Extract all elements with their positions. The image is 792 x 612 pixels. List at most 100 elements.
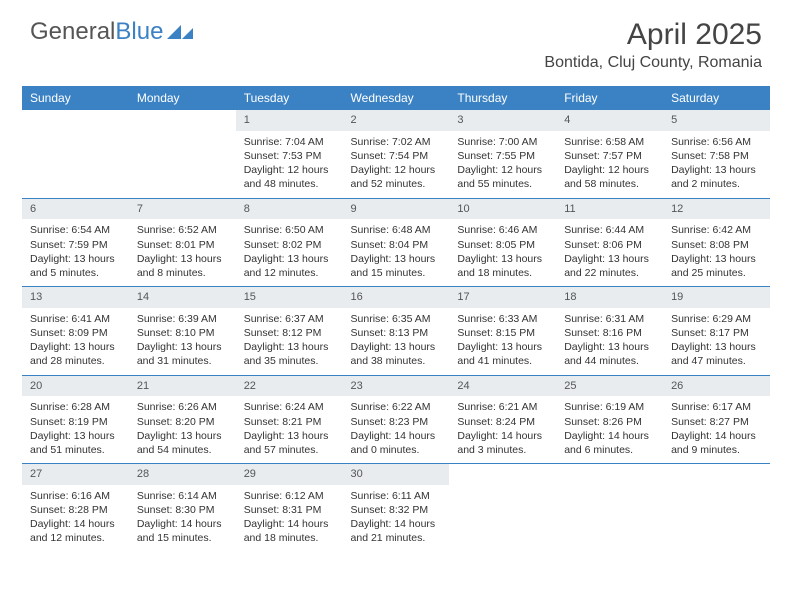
calendar-day-cell: 8Sunrise: 6:50 AMSunset: 8:02 PMDaylight… xyxy=(236,198,343,287)
sunset-line: Sunset: 8:04 PM xyxy=(351,238,442,252)
calendar-day-cell: 4Sunrise: 6:58 AMSunset: 7:57 PMDaylight… xyxy=(556,110,663,198)
day-content: Sunrise: 6:44 AMSunset: 8:06 PMDaylight:… xyxy=(556,219,663,286)
sunset-line: Sunset: 7:54 PM xyxy=(351,149,442,163)
day-content: Sunrise: 6:29 AMSunset: 8:17 PMDaylight:… xyxy=(663,308,770,375)
sunset-line: Sunset: 8:15 PM xyxy=(457,326,548,340)
day-number: 21 xyxy=(129,376,236,397)
day-number: 24 xyxy=(449,376,556,397)
calendar-day-cell: 2Sunrise: 7:02 AMSunset: 7:54 PMDaylight… xyxy=(343,110,450,198)
sunrise-line: Sunrise: 6:28 AM xyxy=(30,400,121,414)
sunrise-line: Sunrise: 6:16 AM xyxy=(30,489,121,503)
sunrise-line: Sunrise: 6:33 AM xyxy=(457,312,548,326)
day-content: Sunrise: 6:26 AMSunset: 8:20 PMDaylight:… xyxy=(129,396,236,463)
calendar-day-cell: 26Sunrise: 6:17 AMSunset: 8:27 PMDayligh… xyxy=(663,375,770,464)
calendar-day-cell xyxy=(556,464,663,552)
daylight-line: Daylight: 13 hours and 38 minutes. xyxy=(351,340,442,368)
sunset-line: Sunset: 8:13 PM xyxy=(351,326,442,340)
calendar-week-row: 13Sunrise: 6:41 AMSunset: 8:09 PMDayligh… xyxy=(22,287,770,376)
calendar-day-cell: 1Sunrise: 7:04 AMSunset: 7:53 PMDaylight… xyxy=(236,110,343,198)
calendar-week-row: 27Sunrise: 6:16 AMSunset: 8:28 PMDayligh… xyxy=(22,464,770,552)
sunset-line: Sunset: 8:20 PM xyxy=(137,415,228,429)
calendar-day-cell: 12Sunrise: 6:42 AMSunset: 8:08 PMDayligh… xyxy=(663,198,770,287)
day-content: Sunrise: 6:33 AMSunset: 8:15 PMDaylight:… xyxy=(449,308,556,375)
sunrise-line: Sunrise: 6:11 AM xyxy=(351,489,442,503)
sunrise-line: Sunrise: 6:22 AM xyxy=(351,400,442,414)
calendar-header-row: SundayMondayTuesdayWednesdayThursdayFrid… xyxy=(22,86,770,110)
weekday-header: Saturday xyxy=(663,86,770,110)
weekday-header: Friday xyxy=(556,86,663,110)
daylight-line: Daylight: 12 hours and 48 minutes. xyxy=(244,163,335,191)
calendar-table: SundayMondayTuesdayWednesdayThursdayFrid… xyxy=(22,86,770,552)
calendar-day-cell: 3Sunrise: 7:00 AMSunset: 7:55 PMDaylight… xyxy=(449,110,556,198)
calendar-day-cell: 15Sunrise: 6:37 AMSunset: 8:12 PMDayligh… xyxy=(236,287,343,376)
sunset-line: Sunset: 8:05 PM xyxy=(457,238,548,252)
day-number: 10 xyxy=(449,199,556,220)
day-content: Sunrise: 6:16 AMSunset: 8:28 PMDaylight:… xyxy=(22,485,129,552)
day-content: Sunrise: 6:22 AMSunset: 8:23 PMDaylight:… xyxy=(343,396,450,463)
day-content: Sunrise: 6:21 AMSunset: 8:24 PMDaylight:… xyxy=(449,396,556,463)
calendar-day-cell xyxy=(22,110,129,198)
calendar-day-cell: 20Sunrise: 6:28 AMSunset: 8:19 PMDayligh… xyxy=(22,375,129,464)
sunset-line: Sunset: 7:53 PM xyxy=(244,149,335,163)
daylight-line: Daylight: 14 hours and 0 minutes. xyxy=(351,429,442,457)
sunrise-line: Sunrise: 6:14 AM xyxy=(137,489,228,503)
day-content: Sunrise: 6:46 AMSunset: 8:05 PMDaylight:… xyxy=(449,219,556,286)
sunset-line: Sunset: 8:23 PM xyxy=(351,415,442,429)
logo: GeneralBlue xyxy=(30,18,193,46)
daylight-line: Daylight: 13 hours and 5 minutes. xyxy=(30,252,121,280)
sunset-line: Sunset: 8:17 PM xyxy=(671,326,762,340)
logo-text-blue: Blue xyxy=(115,18,163,46)
sunrise-line: Sunrise: 6:37 AM xyxy=(244,312,335,326)
calendar-day-cell: 11Sunrise: 6:44 AMSunset: 8:06 PMDayligh… xyxy=(556,198,663,287)
calendar-day-cell: 23Sunrise: 6:22 AMSunset: 8:23 PMDayligh… xyxy=(343,375,450,464)
sunset-line: Sunset: 8:26 PM xyxy=(564,415,655,429)
daylight-line: Daylight: 13 hours and 31 minutes. xyxy=(137,340,228,368)
day-number: 25 xyxy=(556,376,663,397)
day-number: 23 xyxy=(343,376,450,397)
daylight-line: Daylight: 14 hours and 6 minutes. xyxy=(564,429,655,457)
calendar-day-cell: 6Sunrise: 6:54 AMSunset: 7:59 PMDaylight… xyxy=(22,198,129,287)
day-content: Sunrise: 6:14 AMSunset: 8:30 PMDaylight:… xyxy=(129,485,236,552)
daylight-line: Daylight: 13 hours and 18 minutes. xyxy=(457,252,548,280)
sunset-line: Sunset: 8:30 PM xyxy=(137,503,228,517)
daylight-line: Daylight: 13 hours and 41 minutes. xyxy=(457,340,548,368)
calendar-day-cell: 22Sunrise: 6:24 AMSunset: 8:21 PMDayligh… xyxy=(236,375,343,464)
sunrise-line: Sunrise: 7:02 AM xyxy=(351,135,442,149)
calendar-week-row: 1Sunrise: 7:04 AMSunset: 7:53 PMDaylight… xyxy=(22,110,770,198)
day-number: 14 xyxy=(129,287,236,308)
sunset-line: Sunset: 8:09 PM xyxy=(30,326,121,340)
daylight-line: Daylight: 14 hours and 21 minutes. xyxy=(351,517,442,545)
calendar-day-cell: 18Sunrise: 6:31 AMSunset: 8:16 PMDayligh… xyxy=(556,287,663,376)
day-content: Sunrise: 6:19 AMSunset: 8:26 PMDaylight:… xyxy=(556,396,663,463)
sunrise-line: Sunrise: 6:58 AM xyxy=(564,135,655,149)
day-content: Sunrise: 7:04 AMSunset: 7:53 PMDaylight:… xyxy=(236,131,343,198)
calendar-day-cell: 10Sunrise: 6:46 AMSunset: 8:05 PMDayligh… xyxy=(449,198,556,287)
daylight-line: Daylight: 13 hours and 57 minutes. xyxy=(244,429,335,457)
calendar-day-cell: 27Sunrise: 6:16 AMSunset: 8:28 PMDayligh… xyxy=(22,464,129,552)
location-text: Bontida, Cluj County, Romania xyxy=(544,54,762,72)
sunrise-line: Sunrise: 6:48 AM xyxy=(351,223,442,237)
sunset-line: Sunset: 8:10 PM xyxy=(137,326,228,340)
day-number: 4 xyxy=(556,110,663,131)
sunrise-line: Sunrise: 6:56 AM xyxy=(671,135,762,149)
sunrise-line: Sunrise: 6:24 AM xyxy=(244,400,335,414)
day-number: 17 xyxy=(449,287,556,308)
day-number: 12 xyxy=(663,199,770,220)
sunset-line: Sunset: 8:21 PM xyxy=(244,415,335,429)
sunset-line: Sunset: 8:01 PM xyxy=(137,238,228,252)
sunrise-line: Sunrise: 6:50 AM xyxy=(244,223,335,237)
day-number: 27 xyxy=(22,464,129,485)
calendar-day-cell: 25Sunrise: 6:19 AMSunset: 8:26 PMDayligh… xyxy=(556,375,663,464)
day-content: Sunrise: 6:37 AMSunset: 8:12 PMDaylight:… xyxy=(236,308,343,375)
sunrise-line: Sunrise: 6:29 AM xyxy=(671,312,762,326)
calendar-day-cell: 24Sunrise: 6:21 AMSunset: 8:24 PMDayligh… xyxy=(449,375,556,464)
day-number: 19 xyxy=(663,287,770,308)
logo-text-gray: General xyxy=(30,18,115,46)
calendar-day-cell: 19Sunrise: 6:29 AMSunset: 8:17 PMDayligh… xyxy=(663,287,770,376)
sunset-line: Sunset: 7:57 PM xyxy=(564,149,655,163)
sunset-line: Sunset: 8:27 PM xyxy=(671,415,762,429)
sunrise-line: Sunrise: 6:31 AM xyxy=(564,312,655,326)
sunset-line: Sunset: 8:19 PM xyxy=(30,415,121,429)
daylight-line: Daylight: 13 hours and 2 minutes. xyxy=(671,163,762,191)
day-content: Sunrise: 6:41 AMSunset: 8:09 PMDaylight:… xyxy=(22,308,129,375)
